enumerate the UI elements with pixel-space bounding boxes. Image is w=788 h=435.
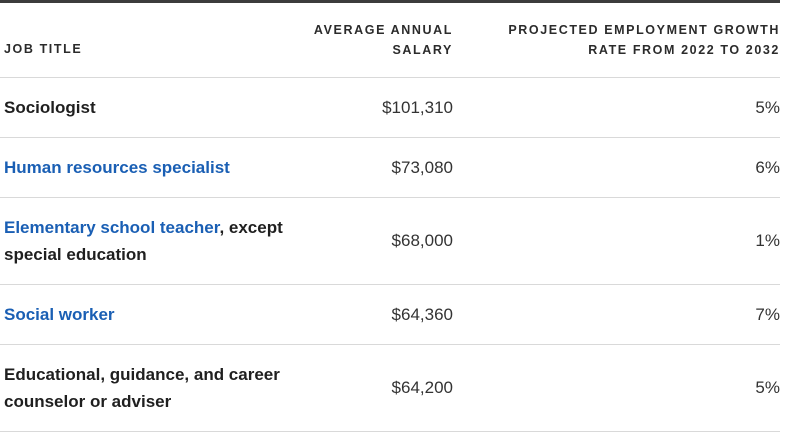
header-job-title: JOB TITLE — [0, 3, 300, 78]
job-title-text: , except special education — [4, 217, 283, 264]
header-salary-line1: AVERAGE ANNUAL — [313, 22, 453, 37]
salary-cell: $68,000 — [300, 197, 455, 285]
job-title-link[interactable]: Human resources specialist — [4, 157, 230, 177]
header-salary-line2: SALARY — [392, 42, 453, 57]
header-growth-line1: PROJECTED EMPLOYMENT GROWTH — [508, 22, 780, 37]
salary-cell: $73,080 — [300, 137, 455, 198]
growth-cell: 6% — [455, 137, 780, 198]
growth-cell: 5% — [455, 344, 780, 432]
salary-cell: $64,200 — [300, 344, 455, 432]
job-title-cell: Educational, guidance, and career counse… — [0, 344, 300, 432]
header-growth: PROJECTED EMPLOYMENT GROWTH RATE FROM 20… — [455, 3, 780, 78]
job-title-cell: Elementary school teacher, except specia… — [0, 197, 300, 285]
table-row: Social worker $64,360 7% — [0, 284, 780, 345]
growth-cell: 7% — [455, 284, 780, 345]
salary-table: JOB TITLE AVERAGE ANNUAL SALARY PROJECTE… — [0, 3, 780, 432]
table-row: Educational, guidance, and career counse… — [0, 344, 780, 432]
salary-cell: $64,360 — [300, 284, 455, 345]
salary-cell: $101,310 — [300, 77, 455, 138]
table-row: Elementary school teacher, except specia… — [0, 197, 780, 285]
header-job-title-label: JOB TITLE — [4, 41, 83, 56]
table-top-rule — [0, 0, 780, 3]
table-row: Human resources specialist $73,080 6% — [0, 137, 780, 198]
growth-cell: 5% — [455, 77, 780, 138]
growth-cell: 1% — [455, 197, 780, 285]
header-salary: AVERAGE ANNUAL SALARY — [300, 3, 455, 78]
job-title-cell: Social worker — [0, 284, 300, 345]
job-title-text: Sociologist — [4, 97, 96, 117]
job-title-link[interactable]: Elementary school teacher — [4, 217, 220, 237]
job-title-text: Educational, guidance, and career counse… — [4, 364, 280, 411]
table-row: Sociologist $101,310 5% — [0, 77, 780, 138]
header-growth-line2: RATE FROM 2022 TO 2032 — [588, 42, 780, 57]
job-title-cell: Human resources specialist — [0, 137, 300, 198]
table-header-row: JOB TITLE AVERAGE ANNUAL SALARY PROJECTE… — [0, 3, 780, 78]
job-title-link[interactable]: Social worker — [4, 304, 115, 324]
job-title-cell: Sociologist — [0, 77, 300, 138]
